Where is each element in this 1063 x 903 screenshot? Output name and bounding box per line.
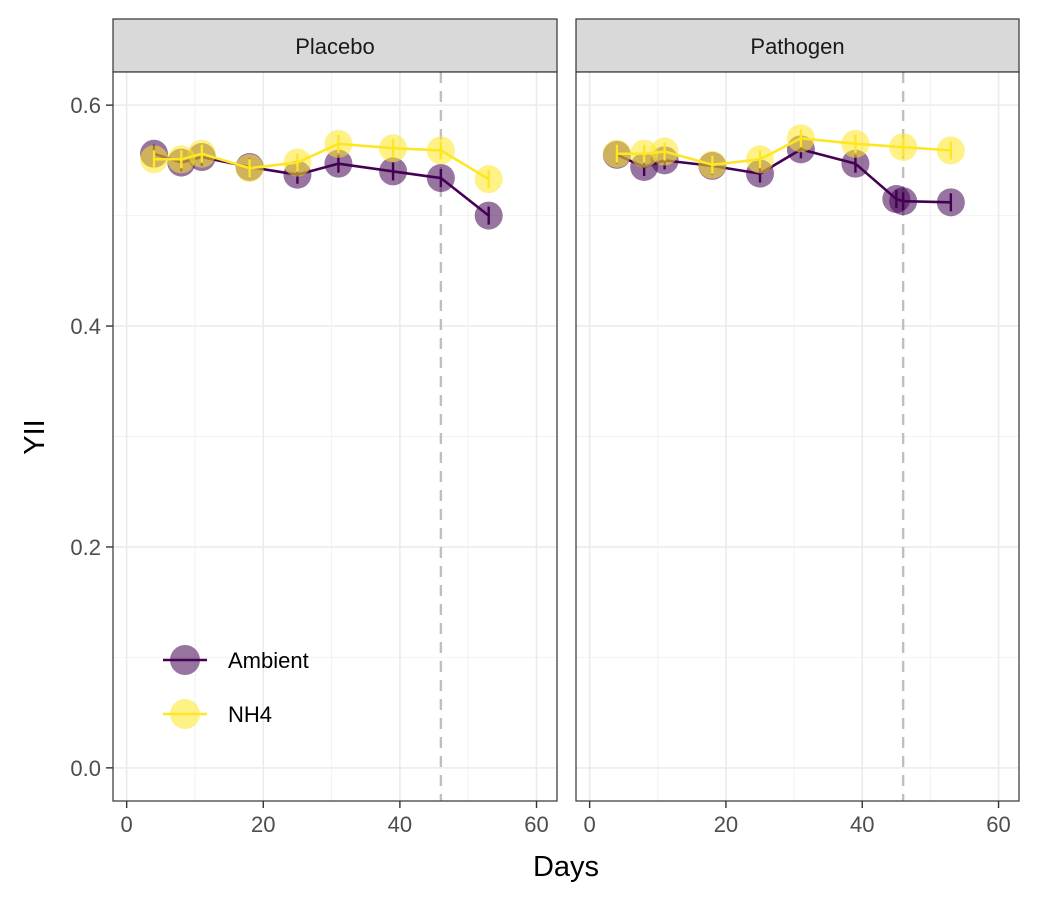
y-tick-label: 0.6	[70, 93, 101, 118]
facet-strip	[112, 18, 558, 73]
x-tick-label: 20	[714, 812, 738, 837]
panel-border	[112, 71, 558, 802]
legend-key-point	[170, 645, 200, 675]
legend-key-point	[170, 699, 200, 729]
legend: Ambient NH4	[163, 645, 309, 729]
x-axis-title: Days	[533, 851, 599, 883]
facet-strip	[575, 18, 1020, 73]
x-tick-label: 40	[850, 812, 874, 837]
x-tick-label: 0	[121, 812, 133, 837]
legend-label: Ambient	[228, 648, 309, 673]
panel-placebo: Placebo 0 20 40 60 0.0 0.2 0.4 0.6	[70, 18, 558, 837]
panel-plot-area	[576, 72, 1019, 801]
x-tick-label: 60	[524, 812, 548, 837]
panels-layer: Placebo 0 20 40 60 0.0 0.2 0.4 0.6 Pathogen 0 20 40 6…	[70, 18, 1020, 837]
legend-item-ambient: Ambient	[163, 645, 309, 675]
x-tick-label: 20	[251, 812, 275, 837]
x-tick-label: 40	[388, 812, 412, 837]
x-tick-label: 60	[986, 812, 1010, 837]
x-tick-label: 0	[584, 812, 596, 837]
facet-label: Placebo	[295, 34, 375, 59]
y-axis-title: YII	[19, 419, 51, 454]
panel-border	[575, 71, 1020, 802]
legend-label: NH4	[228, 702, 272, 727]
y-tick-label: 0.4	[70, 314, 101, 339]
legend-item-nh4: NH4	[163, 699, 272, 729]
panel-pathogen: Pathogen 0 20 40 60	[575, 18, 1020, 837]
y-tick-label: 0.0	[70, 756, 101, 781]
y-tick-label: 0.2	[70, 535, 101, 560]
panel-plot-area	[113, 72, 557, 801]
facet-label: Pathogen	[750, 34, 844, 59]
